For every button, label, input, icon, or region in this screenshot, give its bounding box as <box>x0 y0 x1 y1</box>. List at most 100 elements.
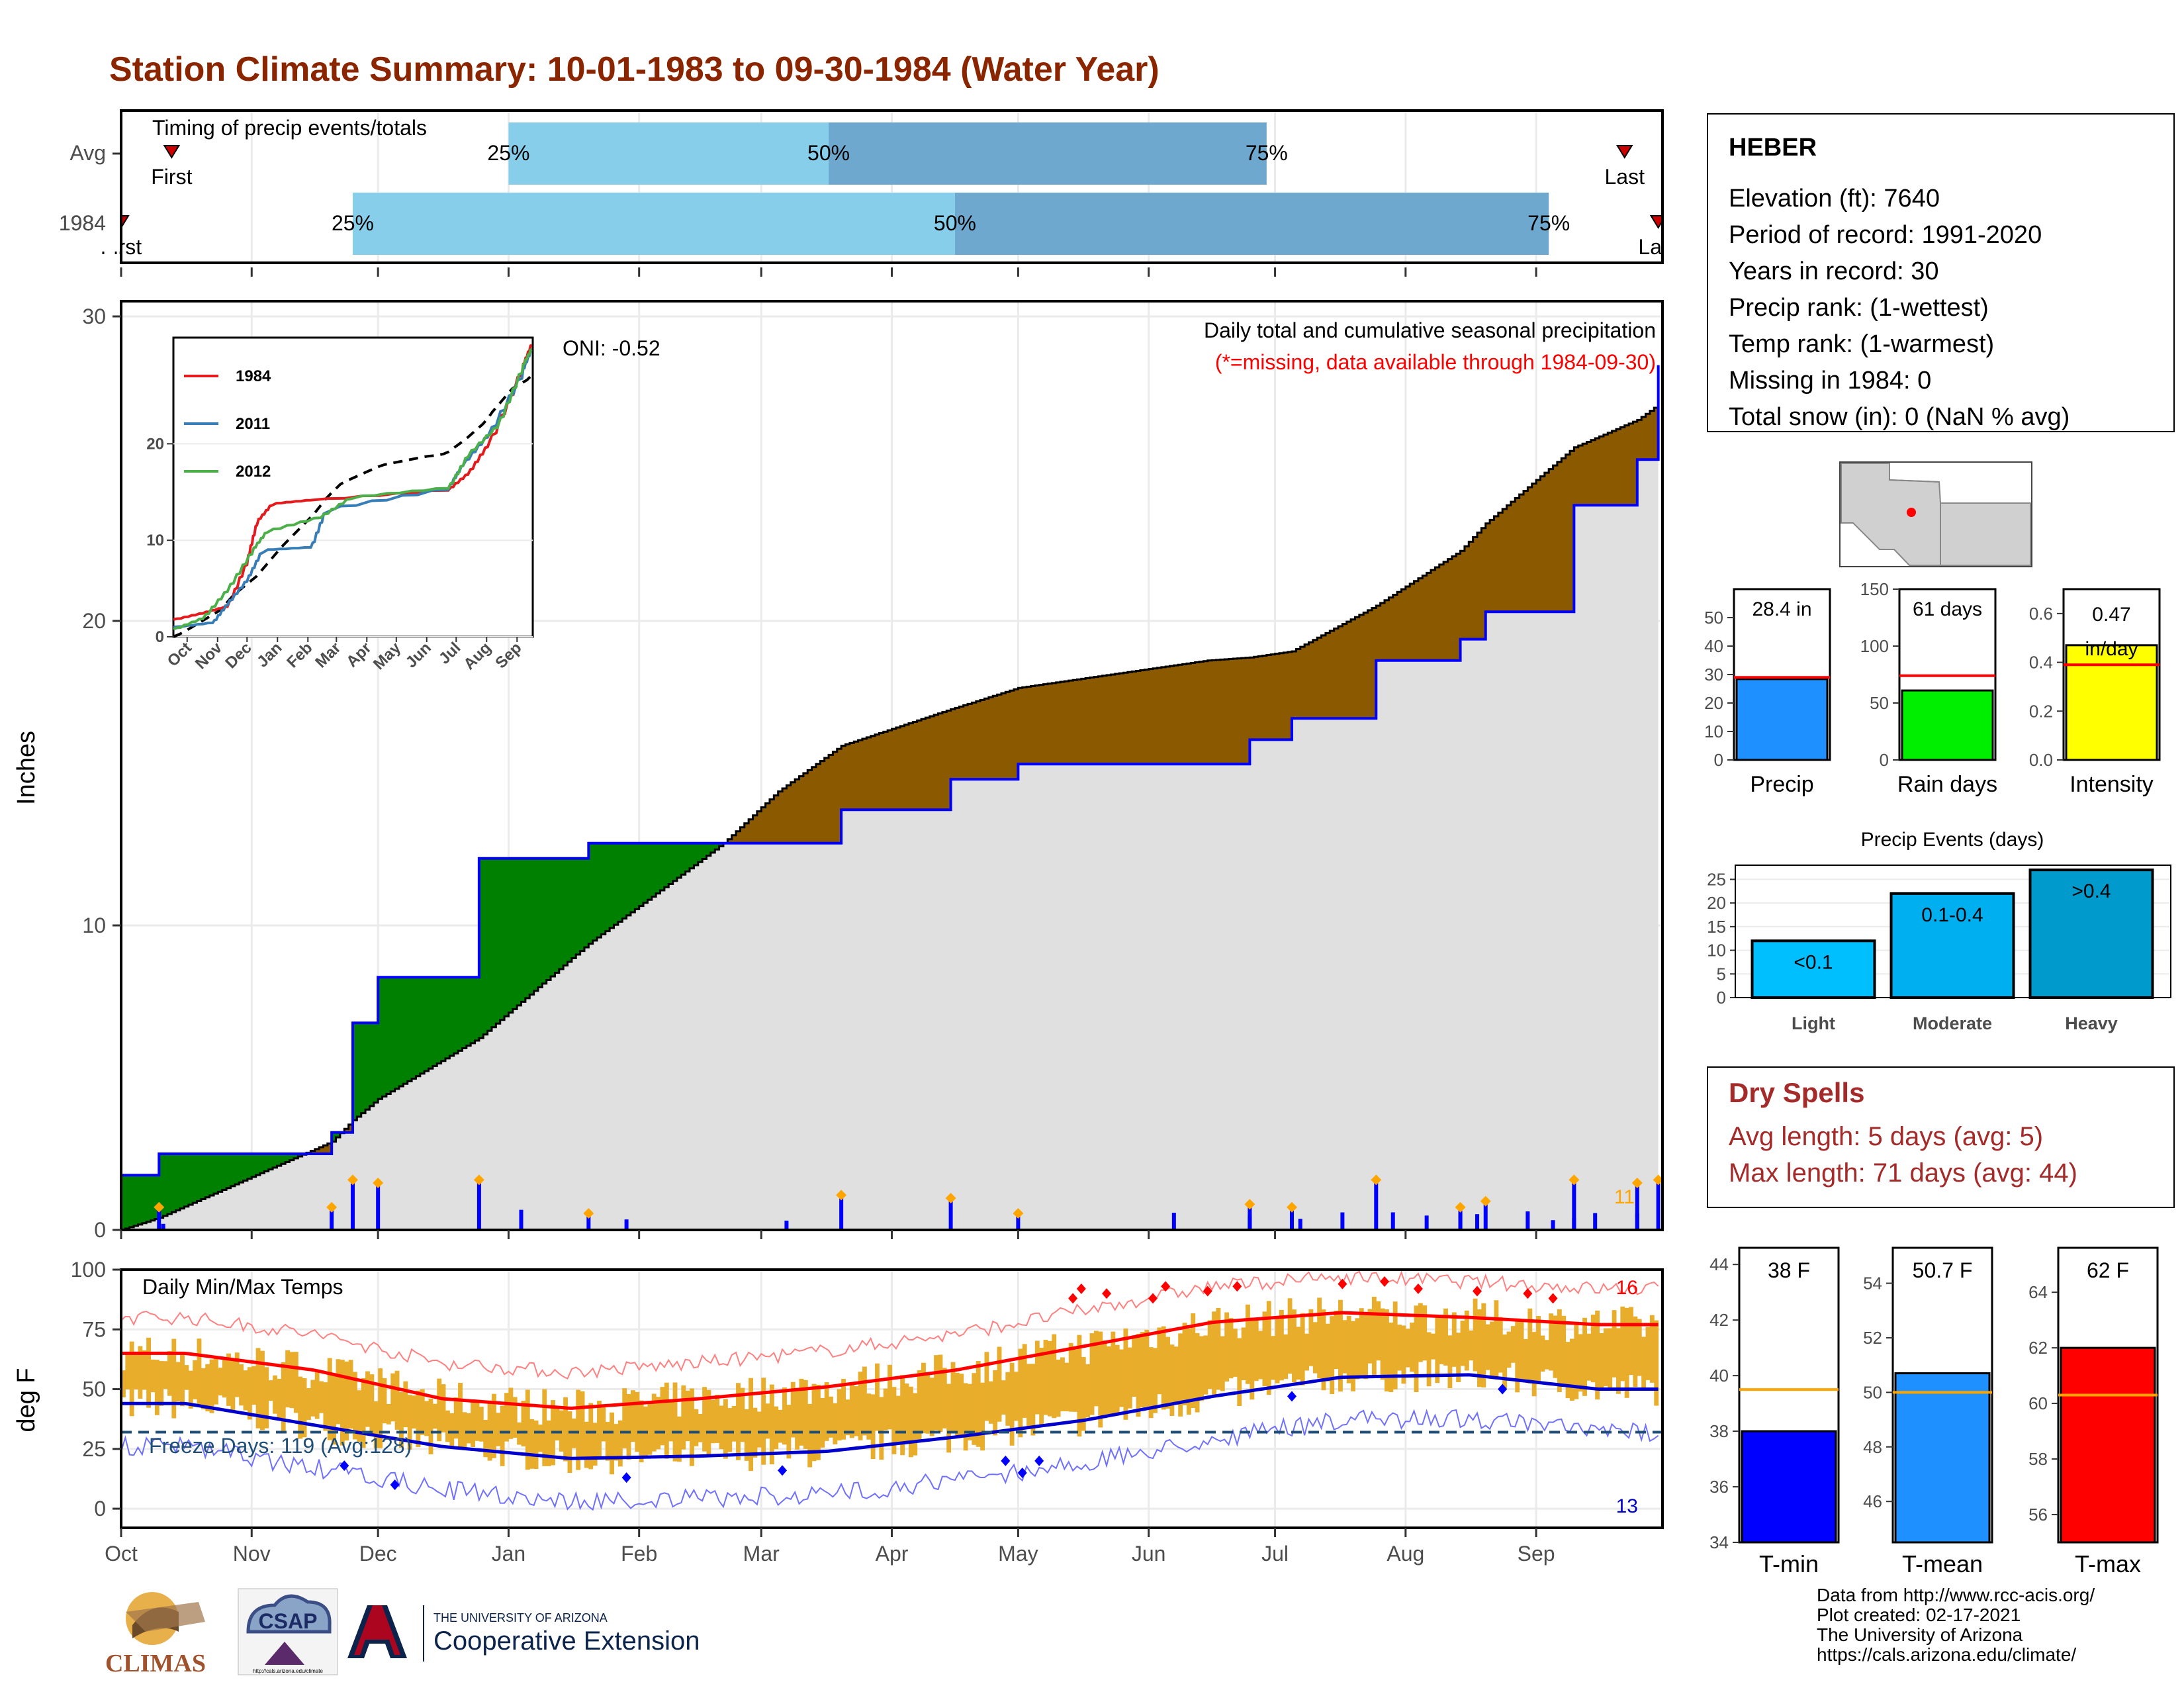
daily-temp-range <box>1599 1333 1604 1388</box>
daily-temp-range <box>811 1383 817 1462</box>
ua-line1: THE UNIVERSITY OF ARIZONA <box>433 1611 608 1624</box>
daily-temp-range <box>273 1375 277 1414</box>
daily-temp-range <box>1385 1309 1389 1391</box>
daily-temp-range <box>731 1405 737 1442</box>
csap-logo: CSAP http://cals.arizona.edu/climate <box>238 1588 338 1675</box>
station-detail: Total snow (in): 0 (NaN % avg) <box>1729 403 2070 431</box>
heavy-day-marker <box>473 1174 484 1186</box>
daily-temp-range <box>1132 1335 1137 1397</box>
daily-temp-range <box>1022 1344 1027 1418</box>
mini-tick-label: 0.2 <box>2029 701 2053 721</box>
daily-temp-range <box>610 1412 615 1475</box>
temperature-panel: 0 25 50 75 100 Oct Nov Dec Jan Feb Mar Apr May Jun Jul… <box>13 1258 1664 1566</box>
daily-temp-range <box>870 1394 876 1460</box>
daily-temp-range <box>668 1401 674 1442</box>
daily-temp-range <box>614 1424 619 1461</box>
month-label: Mar <box>743 1542 780 1566</box>
daily-temp-range <box>1334 1310 1339 1369</box>
y-tick-label: 10 <box>82 914 106 937</box>
daily-temp-range <box>209 1359 214 1413</box>
daily-temp-range <box>1608 1328 1613 1387</box>
daily-temp-range <box>807 1403 813 1468</box>
daily-temp-range <box>1009 1362 1015 1446</box>
daily-temp-range <box>1073 1349 1077 1412</box>
record-low-marker <box>1001 1455 1011 1466</box>
mini-bar-value-label: 0.47 <box>2092 604 2130 626</box>
daily-temp-range <box>1633 1316 1638 1387</box>
daily-temp-range <box>390 1373 396 1422</box>
daily-temp-range <box>1456 1333 1461 1383</box>
ua-line2: Cooperative Extension <box>433 1626 700 1656</box>
daily-temp-range <box>1292 1309 1297 1383</box>
daily-temp-range <box>1397 1325 1402 1371</box>
quartile-bar-upper <box>829 122 1267 185</box>
daily-temp-range <box>1275 1317 1280 1383</box>
daily-temp-range <box>1477 1309 1482 1387</box>
record-low-marker <box>390 1479 400 1490</box>
daily-temp-range <box>664 1382 669 1459</box>
daily-temp-range <box>1527 1308 1533 1383</box>
daily-temp-range <box>1136 1334 1141 1417</box>
daily-temp-range <box>1371 1296 1377 1378</box>
daily-temp-range <box>774 1406 779 1450</box>
daily-temp-range <box>1182 1323 1187 1405</box>
daily-temp-range <box>1060 1357 1065 1411</box>
daily-temp-range <box>332 1374 337 1445</box>
row-label: 1984 <box>59 211 106 235</box>
daily-temp-range <box>298 1376 303 1439</box>
daily-temp-range <box>247 1367 252 1420</box>
daily-temp-range <box>378 1368 383 1448</box>
daily-temp-range <box>993 1370 998 1436</box>
daily-temp-range <box>1321 1309 1326 1391</box>
daily-temp-range <box>866 1393 872 1440</box>
temp-tick-label: 56 <box>2028 1505 2048 1524</box>
daily-temp-range <box>310 1380 316 1417</box>
mini-bar-chart: 0 10 20 30 40 50 28.4 in Precip <box>1704 588 1831 797</box>
daily-temp-range <box>1001 1380 1006 1415</box>
page-title: Station Climate Summary: 10-01-1983 to 0… <box>109 50 1160 89</box>
daily-temp-range <box>475 1401 480 1441</box>
daily-temp-range <box>525 1389 530 1470</box>
daily-temp-range <box>175 1362 181 1402</box>
daily-temp-range <box>1052 1334 1057 1419</box>
record-high-line <box>120 1270 1659 1380</box>
climas-text: CLIMAS <box>106 1650 206 1677</box>
daily-temp-range <box>466 1413 471 1444</box>
daily-temp-range <box>1115 1344 1120 1415</box>
daily-temp-range <box>1232 1329 1238 1377</box>
daily-temp-range <box>496 1413 501 1446</box>
daily-temp-range <box>251 1366 257 1405</box>
inset-frame <box>172 336 534 638</box>
mini-bar-value <box>1901 689 1994 761</box>
daily-precip-bar <box>1374 1181 1379 1230</box>
mini-bar-chart: 0 50 100 150 61 days Rain days <box>1860 579 1997 797</box>
station-detail: Temp rank: (1-warmest) <box>1729 330 1994 358</box>
daily-temp-range <box>1574 1323 1579 1399</box>
location-map <box>1839 461 2032 567</box>
daily-temp-range <box>685 1390 690 1442</box>
daily-temp-range <box>617 1420 623 1467</box>
daily-precip-bar <box>1572 1181 1576 1230</box>
daily-temp-range <box>1111 1331 1116 1415</box>
daily-temp-range <box>424 1401 430 1436</box>
temp-bar-value-label: 62 F <box>2087 1258 2129 1282</box>
daily-temp-range <box>546 1420 551 1466</box>
daily-temp-range <box>432 1403 437 1429</box>
daily-temp-range <box>727 1408 733 1452</box>
daily-temp-range <box>786 1405 792 1459</box>
daily-precip-bar <box>1298 1219 1302 1230</box>
daily-temp-range <box>1258 1331 1263 1380</box>
daily-temp-range <box>171 1338 177 1419</box>
daily-temp-range <box>1312 1322 1318 1374</box>
daily-temp-range <box>824 1382 829 1441</box>
inset-legend-label: 2011 <box>236 415 270 433</box>
daily-temp-range <box>694 1409 699 1446</box>
daily-precip-bar <box>350 1181 355 1230</box>
daily-temp-range <box>230 1358 236 1411</box>
month-label: Aug <box>1387 1542 1424 1566</box>
heavy-day-marker <box>1244 1199 1255 1210</box>
daily-temp-range <box>125 1354 130 1389</box>
daily-temp-range <box>529 1419 535 1469</box>
temp-tick-label: 44 <box>1709 1254 1729 1274</box>
